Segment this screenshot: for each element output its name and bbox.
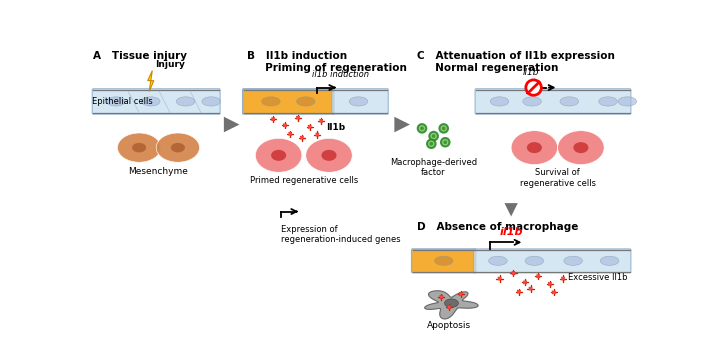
Ellipse shape bbox=[560, 97, 579, 106]
Ellipse shape bbox=[618, 97, 637, 106]
Circle shape bbox=[272, 118, 274, 120]
Text: B   Il1b induction
     Priming of regeneration: B Il1b induction Priming of regeneration bbox=[247, 51, 407, 73]
FancyBboxPatch shape bbox=[474, 249, 631, 273]
Text: Primed regenerative cells: Primed regenerative cells bbox=[250, 176, 359, 185]
Text: Macrophage-derived
factor: Macrophage-derived factor bbox=[390, 158, 477, 177]
Ellipse shape bbox=[106, 97, 125, 106]
Circle shape bbox=[460, 293, 462, 295]
Ellipse shape bbox=[564, 256, 582, 265]
FancyBboxPatch shape bbox=[332, 89, 388, 114]
Text: Injury: Injury bbox=[155, 60, 185, 69]
Ellipse shape bbox=[171, 143, 185, 153]
Circle shape bbox=[549, 283, 551, 285]
Ellipse shape bbox=[176, 97, 195, 106]
Text: A   Tissue injury: A Tissue injury bbox=[92, 51, 187, 62]
Circle shape bbox=[537, 275, 539, 277]
Text: Epithelial cells: Epithelial cells bbox=[92, 97, 153, 106]
Circle shape bbox=[317, 134, 318, 135]
Circle shape bbox=[553, 292, 555, 293]
Ellipse shape bbox=[132, 143, 146, 153]
Circle shape bbox=[524, 281, 526, 283]
Circle shape bbox=[562, 277, 564, 280]
Circle shape bbox=[432, 134, 435, 138]
Ellipse shape bbox=[141, 97, 160, 106]
Circle shape bbox=[430, 132, 438, 140]
Circle shape bbox=[439, 124, 448, 132]
Ellipse shape bbox=[435, 256, 453, 265]
Ellipse shape bbox=[444, 299, 459, 308]
Circle shape bbox=[417, 124, 426, 132]
Circle shape bbox=[530, 288, 532, 289]
FancyBboxPatch shape bbox=[243, 89, 334, 114]
Circle shape bbox=[427, 139, 435, 148]
Text: Mesenchyme: Mesenchyme bbox=[129, 167, 188, 176]
FancyBboxPatch shape bbox=[412, 249, 476, 273]
Ellipse shape bbox=[490, 97, 509, 106]
Text: Il1b: Il1b bbox=[326, 123, 345, 132]
FancyBboxPatch shape bbox=[92, 89, 220, 114]
Text: D   Absence of macrophage: D Absence of macrophage bbox=[417, 222, 579, 232]
Ellipse shape bbox=[511, 131, 557, 165]
Circle shape bbox=[441, 138, 449, 146]
Text: Survival of
regenerative cells: Survival of regenerative cells bbox=[520, 169, 596, 188]
Ellipse shape bbox=[600, 256, 619, 265]
Ellipse shape bbox=[573, 142, 589, 153]
Text: Excessive Il1b: Excessive Il1b bbox=[568, 273, 627, 282]
Ellipse shape bbox=[599, 97, 617, 106]
Ellipse shape bbox=[261, 97, 280, 106]
Circle shape bbox=[513, 272, 515, 274]
Ellipse shape bbox=[306, 138, 352, 172]
Ellipse shape bbox=[488, 256, 507, 265]
Ellipse shape bbox=[525, 256, 544, 265]
Circle shape bbox=[442, 126, 446, 130]
Circle shape bbox=[301, 136, 303, 139]
Ellipse shape bbox=[117, 133, 161, 162]
Text: Expression of
regeneration-induced genes: Expression of regeneration-induced genes bbox=[281, 225, 400, 244]
Ellipse shape bbox=[297, 97, 315, 106]
Text: il1b: il1b bbox=[500, 227, 523, 237]
Circle shape bbox=[498, 277, 501, 280]
Circle shape bbox=[309, 126, 310, 128]
Circle shape bbox=[284, 124, 286, 126]
Ellipse shape bbox=[322, 150, 337, 161]
Ellipse shape bbox=[527, 142, 542, 153]
Polygon shape bbox=[148, 71, 154, 91]
Text: Apoptosis: Apoptosis bbox=[427, 321, 471, 330]
Ellipse shape bbox=[271, 150, 286, 161]
Circle shape bbox=[440, 296, 442, 298]
Circle shape bbox=[526, 80, 541, 95]
Polygon shape bbox=[425, 291, 478, 319]
Circle shape bbox=[420, 126, 424, 130]
Circle shape bbox=[443, 141, 447, 144]
FancyBboxPatch shape bbox=[475, 89, 631, 114]
Ellipse shape bbox=[523, 97, 541, 106]
Circle shape bbox=[430, 142, 433, 146]
Ellipse shape bbox=[557, 131, 604, 165]
Circle shape bbox=[518, 290, 520, 293]
Text: il1b: il1b bbox=[523, 68, 539, 77]
Circle shape bbox=[297, 116, 299, 119]
Ellipse shape bbox=[349, 97, 368, 106]
Circle shape bbox=[448, 306, 450, 308]
Ellipse shape bbox=[256, 138, 302, 172]
Text: il1b induction: il1b induction bbox=[312, 70, 369, 79]
Ellipse shape bbox=[156, 133, 200, 162]
Circle shape bbox=[289, 133, 291, 135]
Ellipse shape bbox=[202, 97, 221, 106]
Text: C   Attenuation of Il1b expression
     Normal regeneration: C Attenuation of Il1b expression Normal … bbox=[417, 51, 616, 73]
Circle shape bbox=[320, 120, 322, 122]
